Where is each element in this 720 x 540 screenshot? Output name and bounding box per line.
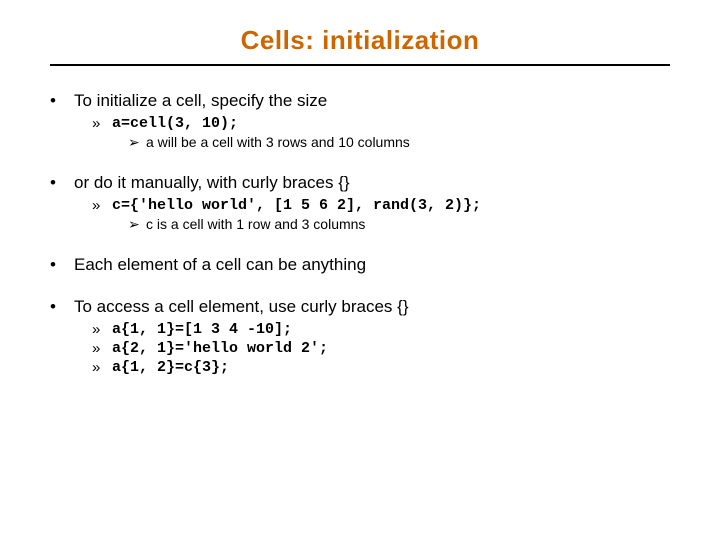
slide-title: Cells: initialization bbox=[50, 25, 670, 56]
list-item: » a{1, 1}=[1 3 4 -10]; bbox=[92, 321, 670, 338]
bullet-l2-icon: » bbox=[92, 359, 112, 376]
bullet-l1-icon: • bbox=[50, 91, 74, 111]
bullet-l2-icon: » bbox=[92, 115, 112, 132]
list-item: » c={'hello world', [1 5 6 2], rand(3, 2… bbox=[92, 197, 670, 233]
bullet-l1-icon: • bbox=[50, 255, 74, 275]
bullet-list-l2: » a{1, 1}=[1 3 4 -10]; » a{2, 1}='hello … bbox=[50, 321, 670, 376]
bullet-l3-icon: ➢ bbox=[128, 216, 146, 233]
bullet-l1-text: To initialize a cell, specify the size bbox=[74, 91, 327, 111]
bullet-l1-text: To access a cell element, use curly brac… bbox=[74, 297, 409, 317]
bullet-list-l1: • To initialize a cell, specify the size… bbox=[50, 91, 670, 376]
list-item: • Each element of a cell can be anything bbox=[50, 255, 670, 275]
bullet-list-l3: ➢ c is a cell with 1 row and 3 columns bbox=[92, 216, 670, 233]
code-text: a{1, 1}=[1 3 4 -10]; bbox=[112, 321, 292, 338]
bullet-l3-text: c is a cell with 1 row and 3 columns bbox=[146, 216, 365, 232]
list-item: • To initialize a cell, specify the size… bbox=[50, 91, 670, 151]
bullet-list-l2: » c={'hello world', [1 5 6 2], rand(3, 2… bbox=[50, 197, 670, 233]
list-item: • or do it manually, with curly braces {… bbox=[50, 173, 670, 233]
list-item: » a=cell(3, 10); ➢ a will be a cell with… bbox=[92, 115, 670, 151]
bullet-list-l3: ➢ a will be a cell with 3 rows and 10 co… bbox=[92, 134, 670, 151]
bullet-l2-icon: » bbox=[92, 321, 112, 338]
list-item: • To access a cell element, use curly br… bbox=[50, 297, 670, 376]
code-text: a{2, 1}='hello world 2'; bbox=[112, 340, 328, 357]
code-text: c={'hello world', [1 5 6 2], rand(3, 2)}… bbox=[112, 197, 481, 214]
bullet-l1-icon: • bbox=[50, 173, 74, 193]
bullet-l1-text: Each element of a cell can be anything bbox=[74, 255, 366, 275]
bullet-l3-icon: ➢ bbox=[128, 134, 146, 151]
bullet-l3-text: a will be a cell with 3 rows and 10 colu… bbox=[146, 134, 410, 150]
slide: Cells: initialization • To initialize a … bbox=[0, 0, 720, 418]
bullet-l1-text: or do it manually, with curly braces {} bbox=[74, 173, 350, 193]
bullet-l2-icon: » bbox=[92, 340, 112, 357]
code-text: a{1, 2}=c{3}; bbox=[112, 359, 229, 376]
bullet-l1-icon: • bbox=[50, 297, 74, 317]
bullet-l2-icon: » bbox=[92, 197, 112, 214]
bullet-list-l2: » a=cell(3, 10); ➢ a will be a cell with… bbox=[50, 115, 670, 151]
code-text: a=cell(3, 10); bbox=[112, 115, 238, 132]
list-item: » a{2, 1}='hello world 2'; bbox=[92, 340, 670, 357]
list-item: ➢ c is a cell with 1 row and 3 columns bbox=[128, 216, 670, 233]
list-item: » a{1, 2}=c{3}; bbox=[92, 359, 670, 376]
title-divider bbox=[50, 64, 670, 66]
list-item: ➢ a will be a cell with 3 rows and 10 co… bbox=[128, 134, 670, 151]
